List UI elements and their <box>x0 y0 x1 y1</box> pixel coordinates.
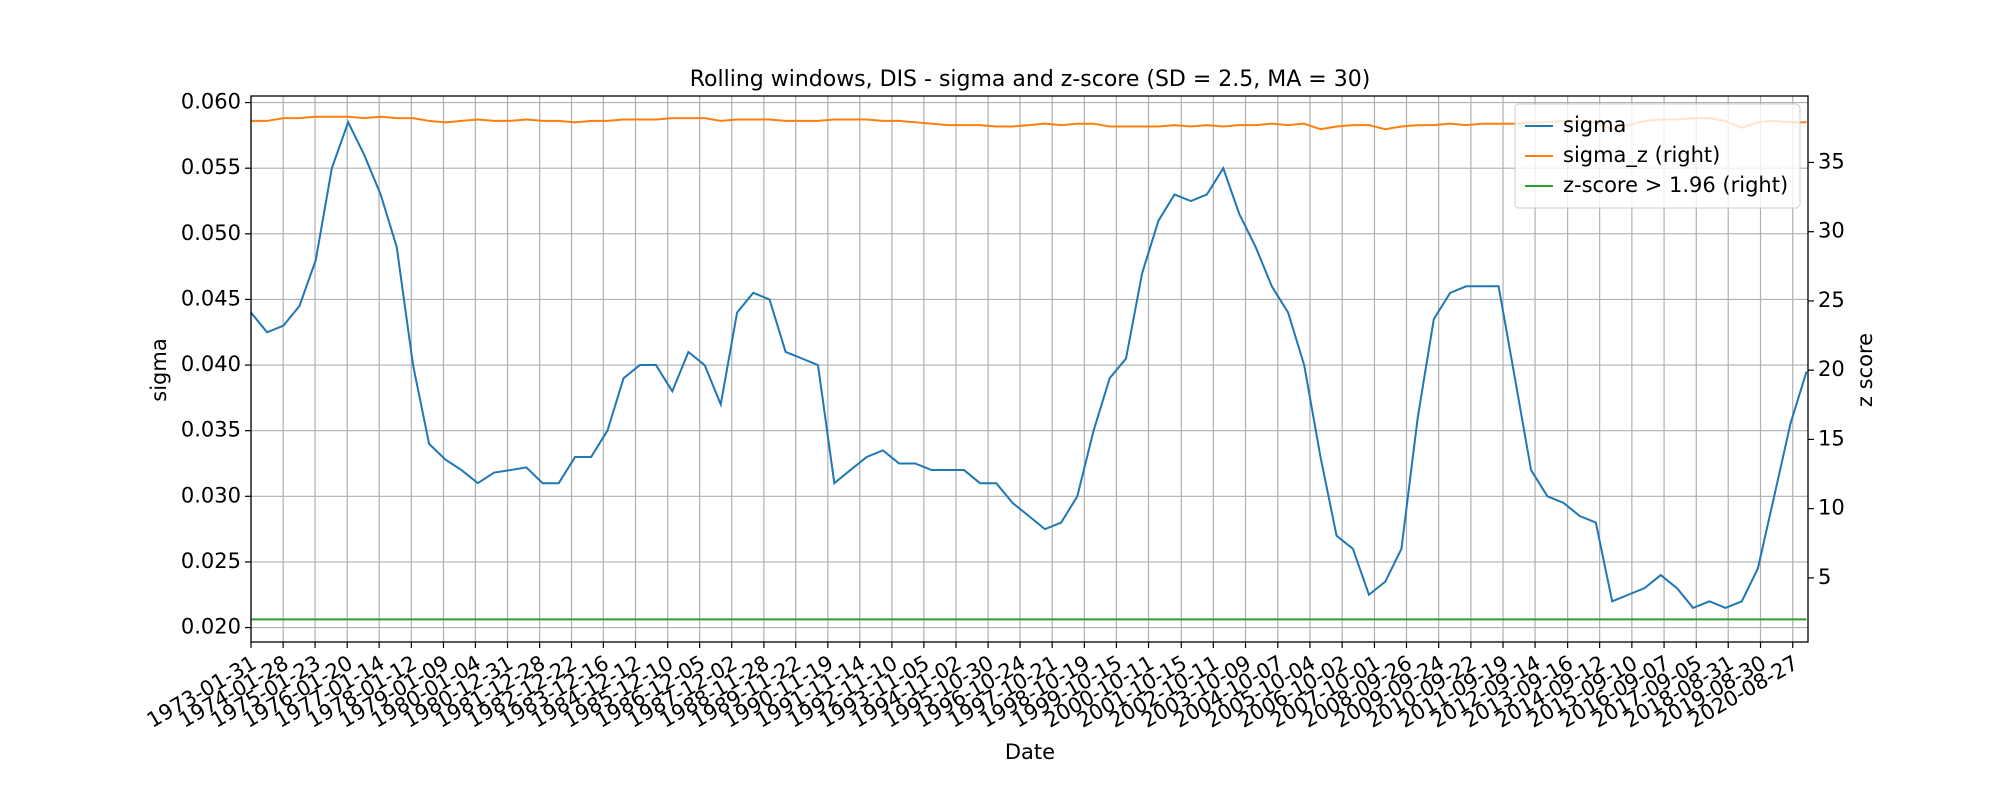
legend-label: z-score > 1.96 (right) <box>1563 173 1788 197</box>
x-axis-label: Date <box>1005 740 1055 764</box>
y2-tick-label: 20 <box>1818 357 1845 381</box>
y-tick-label: 0.060 <box>181 90 241 114</box>
y-tick-label: 0.040 <box>181 352 241 376</box>
y-tick-label: 0.055 <box>181 155 241 179</box>
y-axis-label: sigma <box>147 338 171 401</box>
y-tick-label: 0.030 <box>181 483 241 507</box>
y2-tick-label: 35 <box>1818 149 1845 173</box>
legend-box <box>1514 103 1801 209</box>
y-tick-label: 0.045 <box>181 286 241 310</box>
plot-frame <box>250 95 1809 643</box>
y2-tick-label: 25 <box>1818 288 1845 312</box>
y-tick-label: 0.050 <box>181 221 241 245</box>
y-tick-label: 0.025 <box>181 549 241 573</box>
legend-label: sigma_z (right) <box>1563 143 1720 168</box>
y2-tick-label: 15 <box>1818 426 1845 450</box>
y2-axis-label: z score <box>1853 333 1877 407</box>
legend: sigma sigma_z (right) z-score > 1.96 (righ… <box>1514 103 1801 209</box>
y2-tick-label: 10 <box>1818 496 1845 520</box>
y2-tick-label: 30 <box>1818 219 1845 243</box>
chart-title: Rolling windows, DIS - sigma and z-score… <box>690 67 1371 92</box>
y-tick-label: 0.020 <box>181 615 241 639</box>
legend-label: sigma <box>1563 113 1626 137</box>
y-tick-label: 0.035 <box>181 418 241 442</box>
series-line <box>250 119 1808 610</box>
y2-tick-label: 5 <box>1818 565 1831 589</box>
